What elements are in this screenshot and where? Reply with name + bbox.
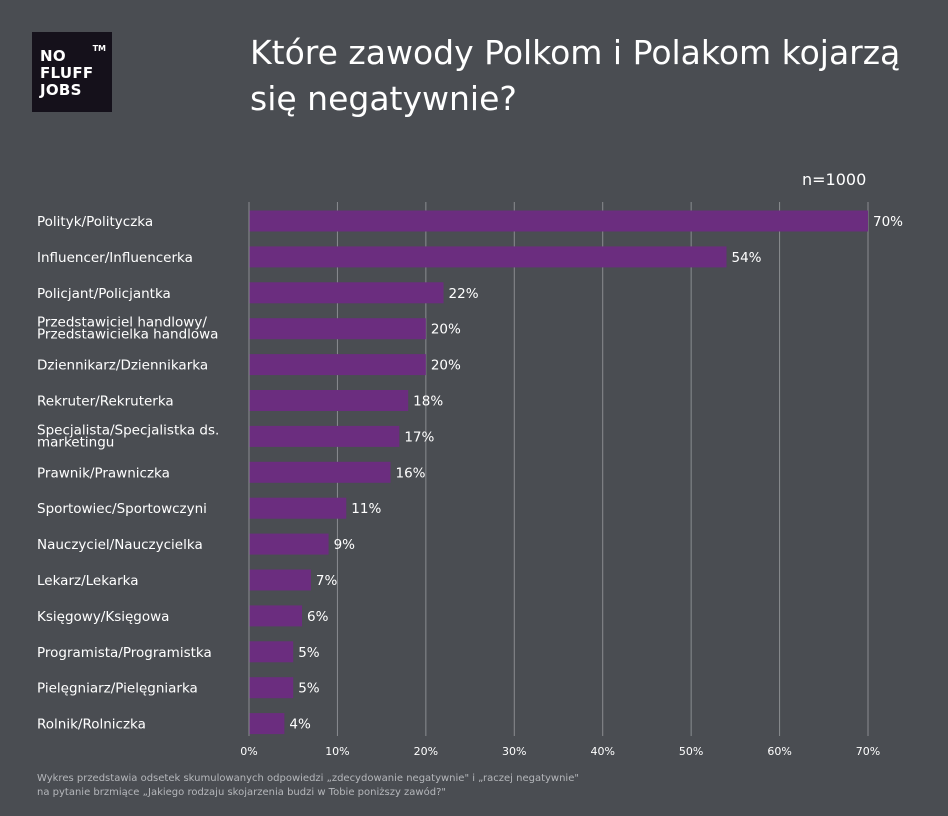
- bar: [249, 713, 285, 735]
- category-label: Księgowy/Księgowa: [37, 609, 169, 625]
- category-label: Rekruter/Rekruterka: [37, 394, 174, 410]
- logo: NO FLUFF JOBS TM: [32, 32, 112, 112]
- bar: [249, 390, 409, 411]
- bar: [249, 282, 444, 304]
- category-label: Influencer/Influencerka: [37, 250, 193, 266]
- x-tick-label: 20%: [414, 745, 438, 758]
- bar: [249, 354, 426, 376]
- category-label: Programista/Programistka: [37, 645, 212, 661]
- value-label: 4%: [289, 717, 311, 733]
- x-tick-label: 50%: [679, 745, 703, 758]
- category-label: Przedstawiciel handlowy/Przedstawicielka…: [37, 315, 218, 343]
- logo-trademark: TM: [92, 44, 106, 53]
- bar: [249, 677, 294, 699]
- category-label: Sportowiec/Sportowczyni: [37, 501, 207, 517]
- logo-line-2: FLUFF: [40, 64, 94, 82]
- bar: [249, 318, 426, 340]
- value-label: 11%: [351, 501, 381, 517]
- x-tick-label: 0%: [240, 745, 257, 758]
- category-label-line: Specjalista/Specjalistka ds.: [37, 422, 219, 438]
- value-label: 70%: [873, 214, 903, 230]
- footnote-line-1: Wykres przedstawia odsetek skumulowanych…: [37, 773, 579, 784]
- value-label: 54%: [732, 250, 762, 266]
- value-label: 7%: [316, 573, 338, 589]
- footnote-line-2: na pytanie brzmiące „Jakiego rodzaju sko…: [37, 787, 446, 798]
- category-label: Polityk/Polityczka: [37, 214, 153, 230]
- bar: [249, 246, 727, 268]
- logo-line-3: JOBS: [40, 81, 82, 99]
- bar: [249, 641, 294, 663]
- logo-line-1: NO: [40, 47, 66, 65]
- category-label: Rolnik/Rolniczka: [37, 717, 146, 733]
- bar: [249, 210, 868, 232]
- value-label: 20%: [431, 322, 461, 338]
- bar: [249, 605, 303, 627]
- x-tick-label: 40%: [590, 745, 614, 758]
- category-label: Dziennikarz/Dziennikarka: [37, 358, 208, 374]
- category-label: Nauczyciel/Nauczycielka: [37, 537, 203, 553]
- category-label-line: Przedstawicielka handlowa: [37, 327, 218, 343]
- sample-size-label: n=1000: [802, 170, 867, 189]
- bar: [249, 461, 391, 483]
- value-label: 18%: [413, 394, 443, 410]
- value-label: 22%: [449, 286, 479, 302]
- bar: [249, 497, 347, 519]
- category-label: Lekarz/Lekarka: [37, 573, 138, 589]
- value-label: 17%: [404, 429, 434, 445]
- category-label: Pielęgniarz/Pielęgniarka: [37, 681, 198, 697]
- category-label: Policjant/Policjantka: [37, 286, 171, 302]
- footnote: Wykres przedstawia odsetek skumulowanych…: [37, 772, 917, 800]
- value-label: 5%: [298, 645, 320, 661]
- x-tick-label: 60%: [767, 745, 791, 758]
- value-label: 5%: [298, 681, 320, 697]
- bar: [249, 569, 311, 591]
- x-tick-label: 30%: [502, 745, 526, 758]
- x-tick-label: 70%: [856, 745, 880, 758]
- bar: [249, 533, 329, 555]
- value-label: 16%: [395, 465, 425, 481]
- value-label: 20%: [431, 358, 461, 374]
- x-tick-label: 10%: [325, 745, 349, 758]
- category-label-line: marketingu: [37, 434, 114, 450]
- category-label: Prawnik/Prawniczka: [37, 465, 170, 481]
- value-label: 9%: [334, 537, 356, 553]
- value-label: 6%: [307, 609, 329, 625]
- category-label-line: Przedstawiciel handlowy/: [37, 315, 207, 331]
- bar: [249, 425, 400, 447]
- chart-title: Które zawody Polkom i Polakom kojarzą si…: [250, 33, 901, 118]
- category-label: Specjalista/Specjalistka ds. marketingu: [37, 422, 219, 450]
